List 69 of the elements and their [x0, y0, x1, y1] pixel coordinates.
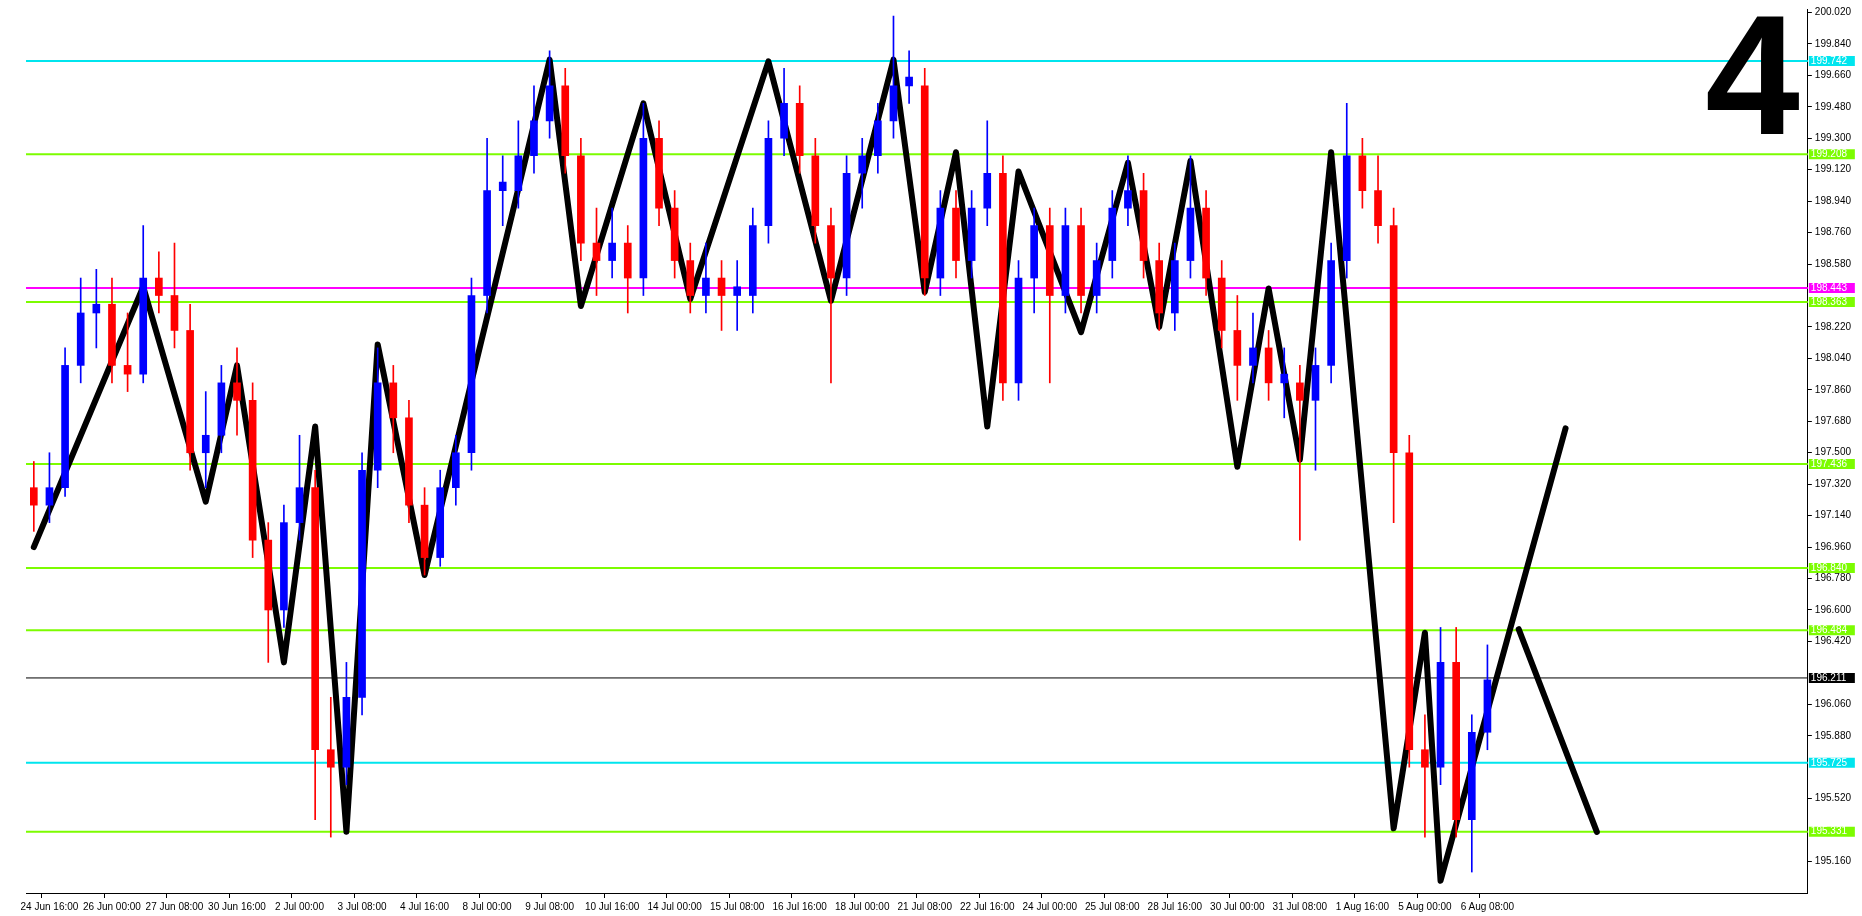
ref-line-label: 196.840 — [1810, 561, 1848, 573]
ref-line-label: 198.443 — [1810, 281, 1848, 293]
candlestick — [326, 697, 335, 838]
x-tick-label: 22 Jul 16:00 — [960, 900, 1015, 912]
candlestick — [498, 155, 507, 226]
x-tick-label: 21 Jul 08:00 — [897, 900, 953, 912]
x-tick-label: 10 Jul 16:00 — [584, 900, 640, 912]
ref-line-label: 196.211 — [1810, 671, 1847, 683]
candlestick — [1421, 714, 1429, 838]
x-tick-label: 30 Jun 16:00 — [208, 900, 267, 912]
y-tick-label: 198.580 — [1814, 257, 1852, 269]
y-tick-label: 198.760 — [1814, 226, 1852, 238]
ref-line-label: 195.725 — [1810, 756, 1848, 768]
x-tick-label: 24 Jul 00:00 — [1022, 900, 1078, 912]
x-tick-label: 5 Aug 00:00 — [1398, 900, 1453, 912]
candlestick — [1296, 365, 1304, 541]
candlestick — [1124, 155, 1132, 226]
y-tick-label: 196.600 — [1814, 603, 1852, 615]
x-tick-label: 8 Jul 00:00 — [462, 900, 512, 912]
candlestick — [733, 260, 742, 331]
y-tick-label: 198.940 — [1814, 194, 1852, 206]
x-tick-label: 1 Aug 16:00 — [1335, 900, 1390, 912]
ref-line-label: 197.436 — [1810, 457, 1848, 469]
x-tick-label: 9 Jul 08:00 — [525, 900, 575, 912]
y-tick-label: 199.120 — [1814, 163, 1852, 175]
x-tick-label: 26 Jun 00:00 — [83, 900, 142, 912]
y-tick-label: 199.480 — [1814, 100, 1852, 112]
y-tick-label: 197.140 — [1814, 509, 1852, 521]
y-tick-label: 196.960 — [1814, 540, 1852, 552]
candlestick — [29, 461, 38, 532]
x-tick-label: 16 Jul 16:00 — [772, 900, 828, 912]
candlestick — [1280, 347, 1289, 419]
x-tick-label: 15 Jul 08:00 — [709, 900, 765, 912]
x-tick-label: 14 Jul 00:00 — [647, 900, 703, 912]
ref-line-label: 199.742 — [1810, 54, 1848, 66]
ref-line-label: 196.484 — [1810, 624, 1848, 635]
x-tick-label: 18 Jul 00:00 — [834, 900, 890, 912]
y-tick-label: 199.300 — [1814, 132, 1852, 144]
y-tick-label: 196.780 — [1814, 572, 1852, 584]
x-tick-label: 6 Aug 08:00 — [1460, 900, 1515, 912]
y-tick-label: 195.160 — [1814, 855, 1852, 867]
y-tick-label: 199.660 — [1814, 69, 1852, 81]
x-tick-label: 31 Jul 08:00 — [1272, 900, 1328, 912]
x-tick-label: 3 Jul 08:00 — [337, 900, 387, 912]
y-tick-label: 197.860 — [1814, 383, 1852, 395]
x-tick-label: 24 Jun 16:00 — [20, 900, 79, 912]
x-tick-label: 2 Jul 00:00 — [275, 900, 325, 912]
ref-line-label: 199.208 — [1810, 148, 1848, 160]
x-tick-label: 4 Jul 16:00 — [400, 900, 450, 912]
y-tick-label: 195.880 — [1814, 729, 1852, 741]
candlestick — [905, 50, 913, 104]
candlestick — [201, 391, 210, 489]
x-tick-label: 25 Jul 08:00 — [1085, 900, 1140, 912]
ref-line-label: 195.331 — [1810, 825, 1848, 837]
ref-line-label: 198.363 — [1810, 295, 1848, 307]
y-tick-label: 195.520 — [1814, 792, 1852, 804]
y-tick-label: 200.020 — [1814, 6, 1852, 18]
candlestick — [233, 347, 241, 436]
y-tick-label: 196.420 — [1814, 635, 1852, 647]
y-tick-label: 198.220 — [1814, 320, 1852, 332]
y-tick-label: 198.040 — [1814, 352, 1852, 364]
y-tick-label: 197.320 — [1814, 477, 1852, 489]
y-tick-label: 197.500 — [1814, 446, 1852, 458]
x-tick-label: 28 Jul 16:00 — [1147, 900, 1203, 912]
x-tick-label: 30 Jul 00:00 — [1210, 900, 1266, 912]
y-tick-label: 199.840 — [1814, 37, 1852, 49]
y-tick-label: 196.060 — [1814, 698, 1852, 710]
x-tick-label: 27 Jun 08:00 — [145, 900, 204, 912]
y-tick-label: 197.680 — [1814, 415, 1852, 427]
